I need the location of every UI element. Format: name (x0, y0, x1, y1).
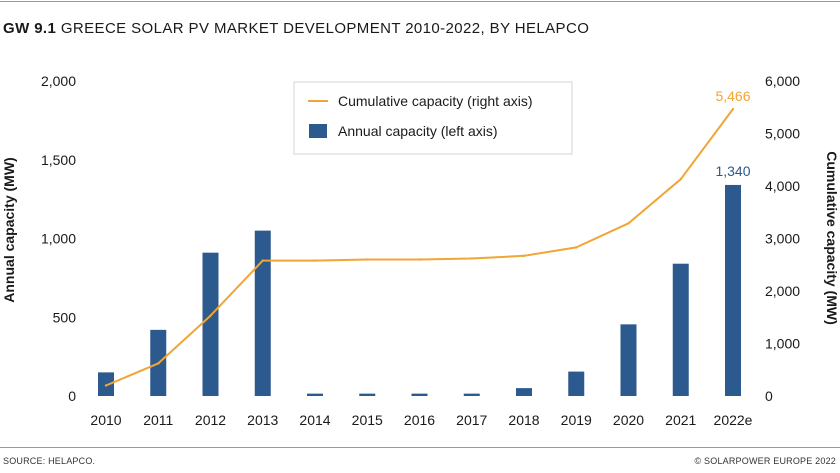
line-point-2020 (627, 222, 630, 225)
x-axis-tick-label: 2020 (613, 412, 644, 428)
bar-2016 (411, 393, 428, 396)
line-point-2021 (679, 177, 682, 181)
line-point-2010 (104, 384, 108, 387)
line-value-label: 5,466 (715, 88, 750, 104)
bar-2022e (725, 184, 741, 396)
right-axis-tick-label: 6,000 (765, 73, 800, 89)
bar-2020 (620, 324, 637, 396)
x-axis-tick-label: 2014 (299, 412, 330, 428)
line-point-2018 (522, 254, 526, 258)
x-axis-tick-label: 2012 (195, 412, 226, 428)
bar-2014 (307, 393, 323, 396)
right-axis-tick-label: 5,000 (765, 126, 800, 142)
x-axis-tick-label: 2019 (561, 412, 592, 428)
top-rule (0, 1, 840, 2)
bar-2017 (463, 393, 480, 396)
right-axis-ticks: 0 1,000 2,000 3,000 4,000 5,000 6,000 (765, 73, 800, 404)
line-point-2017 (470, 257, 473, 260)
x-axis-tick-label: 2010 (90, 412, 121, 428)
x-axis-tick-label: 2015 (352, 412, 383, 428)
legend-line-label: Cumulative capacity (right axis) (338, 93, 533, 109)
right-axis-tick-label: 4,000 (765, 178, 800, 194)
line-point-2015 (366, 258, 369, 261)
x-axis-ticks: 2010 2011 2012 2013 2014 2015 2016 2017 2018 2019… (90, 412, 752, 428)
left-axis-tick-label: 2,000 (41, 73, 76, 89)
line-point-2011 (157, 362, 160, 365)
line-point-2022e (731, 107, 735, 111)
line-point-2013 (261, 259, 264, 262)
right-axis-tick-label: 3,000 (765, 231, 800, 247)
x-axis-tick-label: 2017 (456, 412, 487, 428)
right-axis-tick-label: 2,000 (765, 283, 800, 299)
x-axis-tick-label: 2016 (404, 412, 435, 428)
source-note: SOURCE: HELAPCO. (3, 456, 96, 466)
legend-box (293, 81, 573, 155)
x-axis-tick-label: 2021 (665, 412, 696, 428)
bar-value-label: 1,340 (715, 163, 750, 179)
bar-2010 (98, 372, 114, 396)
data-labels: 1,340 5,466 (715, 88, 750, 179)
bar-2019 (568, 371, 585, 396)
line-series (104, 107, 735, 387)
bar-2021 (672, 263, 689, 396)
line-point-2012 (209, 314, 212, 317)
left-axis-ticks: 0 500 1,000 1,500 2,000 (41, 73, 76, 404)
legend-bar-swatch (309, 124, 327, 138)
bottom-rule (0, 447, 840, 448)
left-axis-tick-label: 0 (68, 388, 76, 404)
bar-2012 (202, 252, 219, 396)
bar-2018 (516, 388, 532, 396)
legend-bar-label: Annual capacity (left axis) (338, 123, 498, 139)
line-point-2014 (313, 259, 317, 262)
x-axis-tick-label: 2022e (714, 412, 753, 428)
x-axis-tick-label: 2011 (143, 412, 173, 428)
figure-title: GREECE SOLAR PV MARKET DEVELOPMENT 2010-… (60, 20, 590, 37)
right-axis-tick-label: 0 (765, 388, 773, 404)
right-axis-title: Cumulative capacity (MW) (824, 151, 840, 324)
x-axis-tick-label: 2018 (508, 412, 539, 428)
left-axis-title: Annual capacity (MW) (1, 157, 17, 302)
chart-title: GW 9.1 GREECE SOLAR PV MARKET DEVELOPMEN… (3, 20, 589, 37)
copyright-note: © SOLARPOWER EUROPE 2022 (694, 456, 836, 466)
bar-2013 (254, 230, 271, 396)
legend: Cumulative capacity (right axis) Annual … (293, 81, 573, 155)
left-axis-tick-label: 500 (53, 309, 77, 325)
x-axis-tick-label: 2013 (247, 412, 278, 428)
bar-2015 (359, 393, 376, 396)
left-axis-tick-label: 1,500 (41, 152, 76, 168)
line-point-2016 (418, 258, 421, 261)
bar-series (98, 184, 741, 396)
right-axis-tick-label: 1,000 (765, 336, 800, 352)
figure-id: GW 9.1 (3, 20, 57, 37)
left-axis-tick-label: 1,000 (41, 231, 76, 247)
line-point-2019 (575, 246, 578, 249)
